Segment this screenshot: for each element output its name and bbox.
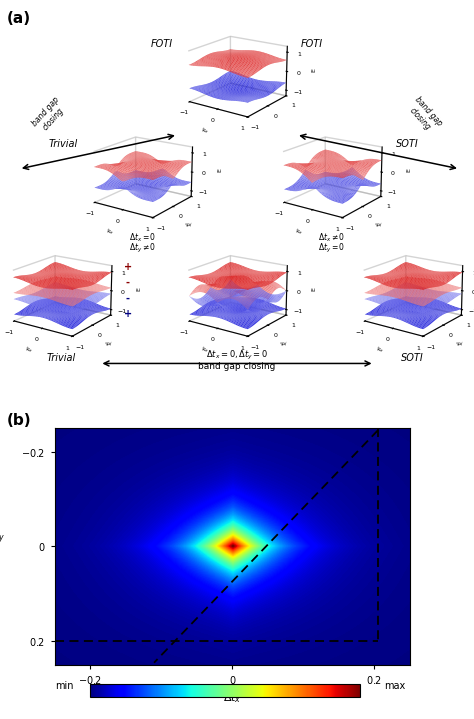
Text: $\Delta t_y=0$: $\Delta t_y=0$ bbox=[318, 242, 346, 255]
Text: band gap
closing: band gap closing bbox=[30, 96, 69, 135]
Text: $\Delta t_y\neq0$: $\Delta t_y\neq0$ bbox=[128, 242, 156, 255]
Text: FOTI: FOTI bbox=[301, 39, 323, 49]
Y-axis label: k$_y$: k$_y$ bbox=[184, 219, 197, 232]
Text: SOTI: SOTI bbox=[401, 353, 424, 363]
X-axis label: k$_x$: k$_x$ bbox=[200, 344, 210, 355]
Text: $\Delta t_x=0$: $\Delta t_x=0$ bbox=[128, 232, 156, 244]
Text: Trivial: Trivial bbox=[49, 139, 78, 150]
Text: -: - bbox=[126, 293, 130, 303]
Text: -: - bbox=[126, 278, 130, 288]
Text: SOTI: SOTI bbox=[396, 139, 419, 150]
Text: $\Delta t_x\neq0$: $\Delta t_x\neq0$ bbox=[318, 232, 346, 244]
X-axis label: k$_x$: k$_x$ bbox=[105, 226, 115, 237]
Y-axis label: k$_y$: k$_y$ bbox=[455, 338, 467, 351]
Text: band gap
closing: band gap closing bbox=[405, 96, 444, 135]
Y-axis label: k$_y$: k$_y$ bbox=[104, 338, 116, 351]
Y-axis label: k$_y$: k$_y$ bbox=[279, 338, 292, 351]
X-axis label: k$_x$: k$_x$ bbox=[24, 344, 35, 355]
Y-axis label: k$_y$: k$_y$ bbox=[279, 119, 292, 132]
Text: (b): (b) bbox=[7, 413, 32, 429]
Text: Trivial: Trivial bbox=[47, 353, 76, 363]
X-axis label: $\Delta t_x$: $\Delta t_x$ bbox=[223, 692, 242, 705]
Y-axis label: k$_y$: k$_y$ bbox=[374, 219, 386, 232]
Text: FOTI: FOTI bbox=[151, 39, 173, 49]
X-axis label: k$_x$: k$_x$ bbox=[200, 125, 210, 136]
Y-axis label: $\Delta t_y$: $\Delta t_y$ bbox=[0, 530, 6, 546]
Text: $\Delta t_x=0, \Delta t_y=0$: $\Delta t_x=0, \Delta t_y=0$ bbox=[206, 349, 268, 362]
Text: band gap closing: band gap closing bbox=[198, 362, 276, 371]
Text: +: + bbox=[124, 309, 132, 319]
Text: (a): (a) bbox=[7, 11, 31, 26]
Text: min: min bbox=[55, 681, 73, 691]
Text: max: max bbox=[384, 681, 405, 691]
Text: +: + bbox=[124, 262, 132, 272]
X-axis label: k$_x$: k$_x$ bbox=[375, 344, 385, 355]
X-axis label: k$_x$: k$_x$ bbox=[294, 226, 305, 237]
